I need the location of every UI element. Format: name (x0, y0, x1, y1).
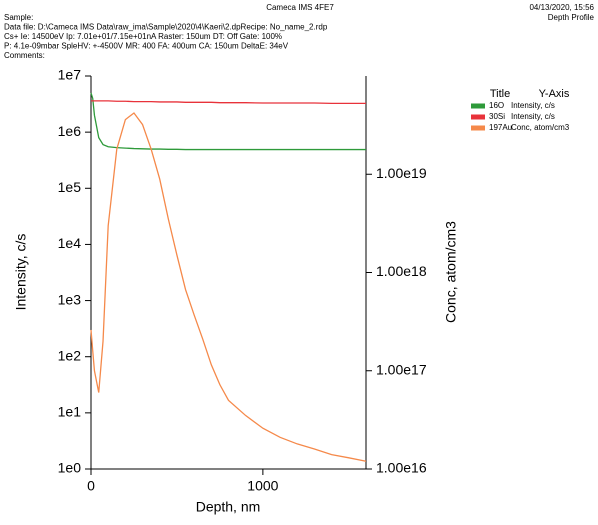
info-line: Data file: D:\Cameca IMS Data\raw_ima\Sa… (4, 23, 328, 32)
series-line (90, 92, 366, 151)
info-line: Cs+ Ie: 14500eV Ip: 7.01e+01/7.15e+01nA … (4, 32, 282, 41)
x-tick-label: 1000 (247, 478, 278, 494)
legend-label: 30Si (489, 112, 505, 121)
subtitle: Depth Profile (548, 13, 595, 22)
legend-label: 197Au (489, 123, 512, 132)
y-tick-label: 1e0 (58, 460, 82, 476)
info-line: P: 4.1e-09mbar SpleHV: +-4500V MR: 400 F… (4, 42, 289, 51)
y-tick-label: 1e6 (58, 123, 82, 139)
legend-swatch (471, 125, 485, 131)
legend-title: Title (490, 88, 510, 100)
chart-title: Cameca IMS 4FE7 (266, 3, 334, 12)
legend-swatch (471, 103, 485, 109)
legend-axis: Intensity, c/s (511, 112, 555, 121)
timestamp: 04/13/2020, 15:56 (529, 3, 594, 12)
y-tick-label: 1e2 (58, 347, 82, 363)
y-tick-label: 1e4 (58, 235, 82, 251)
y2-tick-label: 1.00e19 (376, 165, 427, 181)
y2-tick-label: 1.00e18 (376, 263, 427, 279)
info-line: Sample: (4, 13, 33, 22)
series-line (90, 112, 367, 462)
y-tick-label: 1e5 (58, 179, 82, 195)
y-tick-label: 1e7 (58, 67, 82, 83)
legend-swatch (471, 114, 485, 120)
y2-tick-label: 1.00e16 (376, 460, 427, 476)
x-axis-title: Depth, nm (196, 499, 261, 515)
info-line: Comments: (4, 51, 45, 60)
legend-axis: Conc, atom/cm3 (511, 123, 570, 132)
legend-axis: Intensity, c/s (511, 101, 555, 110)
legend-label: 16O (489, 101, 504, 110)
x-tick-label: 0 (87, 478, 95, 494)
y-tick-label: 1e1 (58, 404, 82, 420)
y-axis-title: Intensity, c/s (13, 234, 29, 311)
series-line (91, 100, 366, 105)
legend-axis-header: Y-Axis (539, 88, 570, 100)
y-tick-label: 1e3 (58, 291, 82, 307)
y2-axis-title: Conc, atom/cm3 (443, 221, 459, 323)
y2-tick-label: 1.00e17 (376, 361, 427, 377)
